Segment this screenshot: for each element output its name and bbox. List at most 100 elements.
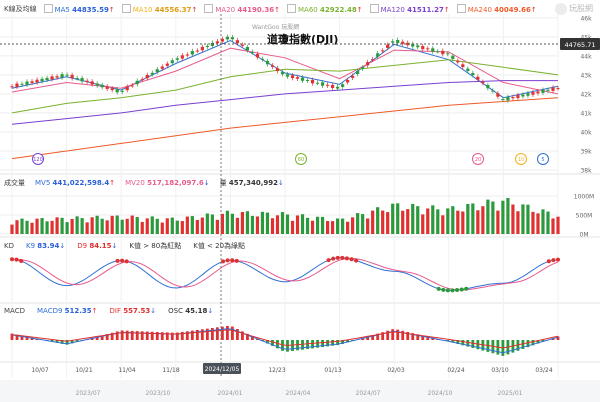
volume-bar	[270, 218, 275, 234]
ma-marker	[472, 153, 484, 165]
volume-bar	[195, 219, 199, 234]
macd-osc-bar	[426, 336, 430, 340]
macd-osc-bar	[70, 340, 74, 344]
volume-bar	[526, 204, 530, 234]
ma120-legend[interactable]: MA120 41511.27↑	[369, 4, 450, 14]
macd-panel-header: MACD MACD9 512.35↑ DIF 557.53↓ OSC 45.18…	[4, 307, 213, 315]
macd-osc-bar	[276, 340, 279, 349]
x-date-label: 02/24	[447, 367, 464, 374]
ma20-legend[interactable]: MA20 44190.36↑	[204, 4, 280, 14]
candle-body	[501, 99, 505, 101]
price-tick-label: 46k	[580, 15, 592, 22]
macd-osc-bar	[361, 338, 365, 340]
macd-osc-bar	[316, 340, 319, 348]
price-panel-header: K線及均線 MA5 44835.59↑ MA10 44556.37↑ MA20 …	[4, 4, 537, 14]
x-date-label: 12/23	[268, 367, 285, 374]
ma5-legend[interactable]: MA5 44835.59↑	[43, 4, 115, 14]
macd-osc-bar	[140, 331, 144, 340]
volume-bar	[215, 219, 219, 234]
macd-osc-bar	[60, 340, 64, 344]
d9-legend[interactable]: D9 84.15↓	[77, 242, 118, 250]
mv5-legend[interactable]: MV5 441,022,598.4↑	[35, 179, 116, 187]
candle-body	[205, 45, 209, 48]
macd-osc-bar	[160, 332, 164, 340]
kd-green-dot	[436, 286, 441, 291]
k9-legend[interactable]: K9 83.94↓	[25, 242, 66, 250]
volume-bar	[541, 209, 545, 234]
dif-legend[interactable]: DIF 557.53↓	[109, 307, 157, 315]
candle-body	[290, 75, 295, 79]
macd-osc-bar	[236, 328, 239, 340]
volume-bar	[496, 210, 500, 234]
volume-bar	[10, 224, 14, 234]
mv20-legend[interactable]: MV20 517,182,097.6↓	[125, 179, 210, 187]
macd-osc-bar	[321, 340, 324, 348]
volume-bar	[35, 218, 39, 234]
timeline-label: 2025/01	[498, 390, 523, 397]
dif-line	[11, 329, 559, 349]
ma-marker-label: 5	[541, 157, 544, 163]
macd-osc-bar	[195, 329, 199, 340]
kd-red-dot	[225, 258, 230, 263]
volume-bar	[491, 201, 495, 234]
macd9-legend[interactable]: MACD9 512.35↑	[36, 307, 98, 315]
candles	[10, 34, 560, 103]
candle-body	[416, 45, 420, 48]
candle-body	[60, 74, 64, 78]
macd-osc-bar	[521, 340, 525, 349]
timeline-label: 2023/07	[76, 390, 101, 397]
volume-bar	[346, 221, 350, 234]
ma240-legend[interactable]: MA240 40049.66↑	[456, 4, 537, 14]
volume-bar	[476, 210, 480, 234]
candle-body	[165, 63, 169, 66]
candle-body	[10, 86, 14, 88]
macd-osc-bar	[75, 340, 79, 343]
ma10-legend[interactable]: MA10 44556.37↑	[121, 4, 197, 14]
candle-body	[496, 93, 500, 97]
candle-body	[220, 38, 224, 42]
volume-bar	[391, 203, 395, 234]
candle-body	[376, 53, 380, 57]
candle-body	[521, 94, 525, 97]
volume-legend[interactable]: 量 457,340,992↓	[219, 179, 284, 187]
candle-body	[341, 84, 345, 87]
volume-bar	[25, 220, 29, 234]
candle-body	[100, 84, 104, 88]
volume-bar	[506, 198, 510, 234]
kd-red-dot	[234, 258, 239, 263]
macd-osc-bar	[326, 340, 329, 347]
ma-marker-label: 20	[475, 157, 481, 163]
volume-bar	[556, 216, 560, 234]
candle-body	[195, 50, 199, 52]
volume-bar	[140, 221, 144, 234]
ma60-legend[interactable]: MA60 42922.48↑	[287, 4, 363, 14]
candle-body	[145, 74, 149, 79]
volume-bar	[100, 218, 104, 234]
macd-osc-bar	[336, 340, 339, 346]
candle-body	[361, 67, 365, 69]
macd-osc-bar	[185, 331, 189, 340]
candle-body	[466, 68, 470, 72]
osc-legend[interactable]: OSC 45.18↓	[168, 307, 214, 315]
price-tick-label: 40k	[580, 129, 592, 136]
volume-bar	[386, 212, 390, 234]
volume-bar	[190, 216, 194, 234]
candle-body	[45, 77, 49, 81]
candle-body	[366, 62, 370, 66]
candle-body	[401, 41, 405, 44]
volume-bar	[130, 215, 134, 234]
volume-bar	[466, 203, 470, 234]
macd-osc-bar	[225, 325, 229, 340]
volume-bar	[65, 222, 69, 234]
volume-bar	[290, 220, 295, 234]
candle-body	[15, 83, 19, 87]
volume-bar	[60, 217, 64, 234]
x-axis-labels: 10/07 10/21 11/04 11/18 12/23 01/13 02/03 02/24…	[31, 367, 552, 374]
candle-body	[516, 95, 520, 99]
volume-bar	[250, 215, 255, 234]
logo-icon	[555, 2, 567, 15]
kd-red-dot	[556, 257, 560, 262]
volume-bar	[15, 220, 19, 234]
candle-body	[180, 55, 184, 59]
